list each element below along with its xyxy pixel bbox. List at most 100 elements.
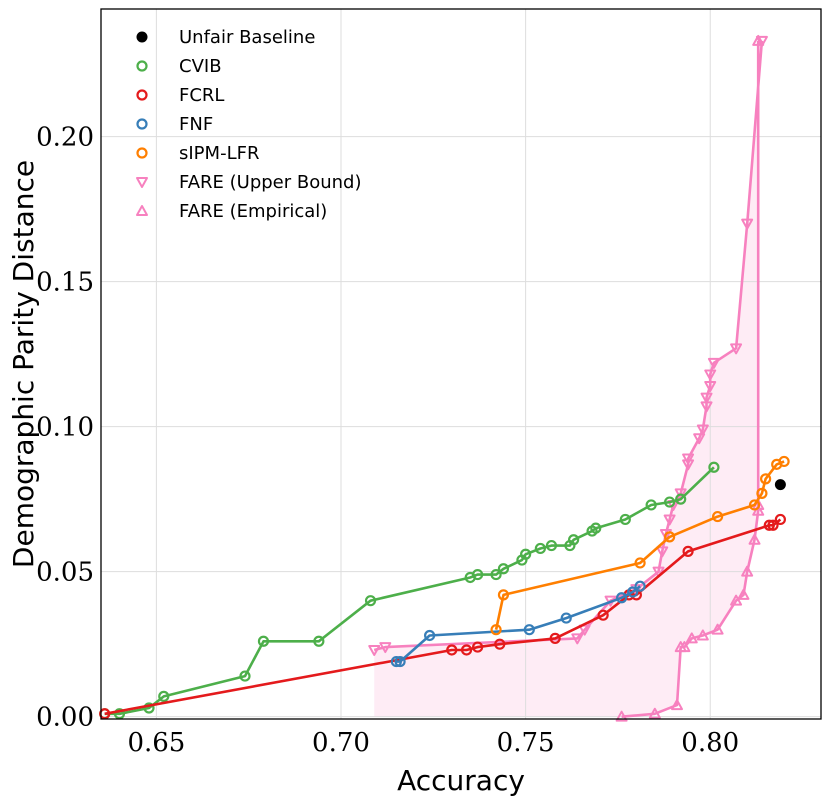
cvib-point: [136, 60, 148, 72]
cvib-point: [257, 635, 270, 647]
y-tick-label: 0.00: [36, 703, 94, 733]
legend-label: Unfair Baseline: [179, 27, 315, 48]
fcrl-point: [597, 609, 609, 621]
legend-label: FARE (Upper Bound): [179, 172, 362, 193]
fnf-point: [390, 655, 402, 668]
fare-upper-bound-point: [136, 177, 148, 188]
fare-empirical-point: [752, 34, 765, 46]
unfair-baseline-point: [136, 31, 148, 43]
legend-label: CVIB: [179, 56, 222, 77]
series-layer: [99, 34, 790, 722]
cvib-point: [534, 542, 546, 555]
fare-upper-bound-point: [700, 392, 713, 404]
fare-upper-bound-point: [674, 488, 687, 500]
fare-upper-bound-point: [704, 369, 717, 381]
y-tick-label: 0.10: [36, 413, 94, 443]
fare-upper-bound-point: [704, 381, 717, 393]
fnf-point: [136, 118, 148, 130]
fare-upper-bound-point: [379, 642, 392, 654]
sipm-lfr-point: [712, 510, 724, 523]
fare-empirical-point: [696, 629, 709, 641]
fare-empirical-point: [685, 632, 698, 644]
legend-label: FARE (Empirical): [179, 201, 327, 222]
cvib-point: [568, 534, 580, 546]
fare-empirical-point: [711, 623, 724, 635]
cvib-point: [490, 568, 502, 581]
cvib-point: [619, 513, 631, 526]
cvib-point: [143, 702, 155, 714]
cvib-point: [158, 690, 170, 702]
series-sipm-lfr: [490, 455, 790, 636]
legend-item: FARE (Empirical): [136, 201, 327, 222]
y-tick-label: 0.20: [36, 123, 94, 153]
series-line-fare-empirical: [621, 40, 760, 718]
fare-empirical-point: [648, 707, 661, 719]
fcrl-point: [682, 545, 694, 557]
fare-upper-bound-point: [696, 424, 709, 436]
fare-empirical-point: [737, 588, 750, 600]
fcrl-point: [774, 513, 786, 526]
sipm-lfr-point: [490, 624, 502, 636]
fare-upper-bound-point: [663, 514, 676, 526]
fare-upper-bound-point: [682, 453, 695, 465]
x-tick-label: 0.70: [312, 728, 370, 758]
series-unfair-baseline: [774, 479, 786, 491]
fare-upper-bound-point: [571, 633, 584, 645]
cvib-point: [313, 635, 325, 647]
cvib-point: [708, 461, 720, 473]
fnf-point: [627, 586, 639, 598]
fare-empirical-point: [678, 641, 691, 653]
fare-upper-bound-point: [656, 546, 669, 558]
legend-item: sIPM-LFR: [136, 143, 259, 164]
fnf-point: [634, 580, 646, 592]
fnf-point: [616, 592, 628, 604]
legend-label: FCRL: [179, 85, 224, 106]
fare-empirical-point: [730, 594, 743, 606]
sipm-lfr-point: [497, 589, 510, 601]
series-fare-empirical: [615, 34, 765, 722]
sipm-lfr-point: [748, 499, 761, 511]
series-line-sipm-lfr: [494, 460, 785, 630]
unfair-baseline-point: [774, 479, 786, 491]
tick-labels: 0.65 0.70 0.75 0.80 0.00 0.05 0.10 0.15 0.20: [36, 123, 739, 758]
series-fcrl: [99, 513, 786, 720]
fare-empirical-point: [615, 710, 628, 722]
fnf-point: [424, 629, 436, 642]
fare-upper-bound-point: [707, 357, 720, 369]
cvib-point: [664, 496, 676, 508]
fcrl-point: [472, 641, 484, 653]
legend-item: FNF: [136, 114, 213, 135]
x-tick-label: 0.65: [127, 728, 185, 758]
fcrl-point: [767, 519, 779, 531]
y-axis-label: Demographic Parity Distance: [7, 160, 40, 568]
sipm-lfr-point: [136, 147, 148, 159]
cvib-point: [675, 493, 687, 505]
series-fare-upper-bound: [368, 35, 768, 656]
cvib-point: [520, 548, 532, 560]
cvib-point: [364, 595, 377, 607]
legend-label: FNF: [179, 114, 213, 135]
cvib-point: [645, 499, 657, 511]
fare-upper-bound-point: [368, 644, 381, 656]
series-fnf: [390, 580, 646, 668]
legend-item: Unfair Baseline: [136, 27, 315, 48]
series-line-cvib: [104, 466, 715, 716]
fare-empirical-point: [748, 533, 761, 545]
plot-frame: [100, 8, 822, 720]
fare-upper-bound-point: [652, 566, 665, 578]
series-cvib: [99, 461, 720, 720]
x-axis-label: Accuracy: [397, 764, 525, 797]
fare-upper-bound-point: [693, 433, 706, 445]
sipm-lfr-point: [760, 473, 772, 485]
legend-item: FCRL: [136, 85, 224, 106]
cvib-point: [113, 708, 126, 720]
series-line-fare-upper-bound: [373, 40, 764, 652]
grid: [101, 9, 821, 719]
fcrl-point: [494, 638, 506, 650]
y-tick-label: 0.15: [36, 268, 94, 298]
legend-label: sIPM-LFR: [179, 143, 259, 164]
fare-empirical-point: [136, 205, 148, 216]
fnf-point: [394, 655, 406, 668]
